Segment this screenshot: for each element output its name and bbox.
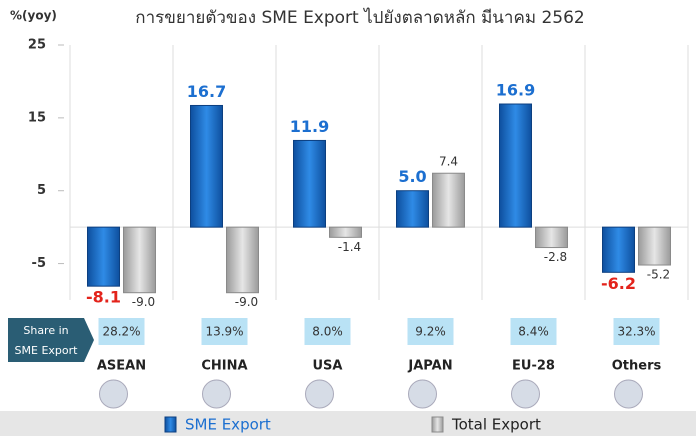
bar xyxy=(499,103,532,228)
bar xyxy=(535,226,568,249)
legend-label: Total Export xyxy=(451,416,541,434)
y-axis-label: %(yoy) xyxy=(10,9,57,23)
bar xyxy=(190,104,223,228)
flag-icon xyxy=(99,379,128,409)
bar xyxy=(602,226,635,273)
value-label: 11.9 xyxy=(290,117,329,136)
bar xyxy=(396,190,429,228)
value-label: -9.0 xyxy=(235,295,258,309)
value-label: 16.9 xyxy=(496,81,535,100)
share-value: 9.2% xyxy=(415,325,446,339)
share-box xyxy=(613,318,660,345)
legend-label: SME Export xyxy=(185,416,271,434)
share-box xyxy=(407,318,454,345)
x-tick-label: Others xyxy=(612,359,662,374)
bar xyxy=(432,172,465,228)
chart-title: การขยายตัวของ SME Export ไปยังตลาดหลัก ม… xyxy=(135,7,584,28)
y-tick-label: 15 xyxy=(28,110,46,125)
flag-icon xyxy=(614,379,643,409)
bar xyxy=(87,226,120,287)
legend-band xyxy=(0,411,696,436)
value-label: -1.4 xyxy=(338,240,361,254)
value-label: -5.2 xyxy=(647,268,670,282)
share-value: 8.4% xyxy=(518,325,549,339)
legend-swatch xyxy=(431,416,444,433)
share-box xyxy=(510,318,557,345)
bar xyxy=(638,226,671,266)
share-label: Share in xyxy=(23,324,68,337)
y-tick-label: -5 xyxy=(32,256,46,271)
y-tick-label: 25 xyxy=(28,38,46,53)
value-label: -6.2 xyxy=(601,274,636,293)
bar xyxy=(329,226,362,238)
share-box xyxy=(98,318,145,345)
value-label: 16.7 xyxy=(187,82,226,101)
value-label: -8.1 xyxy=(86,288,121,307)
value-label: -9.0 xyxy=(132,295,155,309)
value-label: 7.4 xyxy=(439,155,458,169)
share-value: 8.0% xyxy=(312,325,343,339)
bar xyxy=(293,139,326,228)
share-value: 28.2% xyxy=(102,325,140,339)
flag-icon xyxy=(305,379,334,409)
x-tick-label: ASEAN xyxy=(97,359,146,374)
flag-icon xyxy=(408,379,437,409)
legend-swatch xyxy=(164,416,177,433)
x-tick-label: JAPAN xyxy=(407,359,452,374)
share-box xyxy=(201,318,248,345)
bar xyxy=(226,226,259,294)
x-tick-label: CHINA xyxy=(201,359,247,374)
share-value: 32.3% xyxy=(617,325,655,339)
share-box xyxy=(304,318,351,345)
value-label: -2.8 xyxy=(544,250,567,264)
value-label: 5.0 xyxy=(398,167,426,186)
x-tick-label: EU-28 xyxy=(512,359,555,374)
share-label-box xyxy=(8,318,94,362)
flag-icon xyxy=(511,379,540,409)
x-tick-label: USA xyxy=(313,359,343,374)
y-tick-label: 5 xyxy=(37,183,46,198)
bar xyxy=(123,226,156,294)
flag-icon xyxy=(202,379,231,409)
share-value: 13.9% xyxy=(205,325,243,339)
share-label: SME Export xyxy=(15,344,79,357)
